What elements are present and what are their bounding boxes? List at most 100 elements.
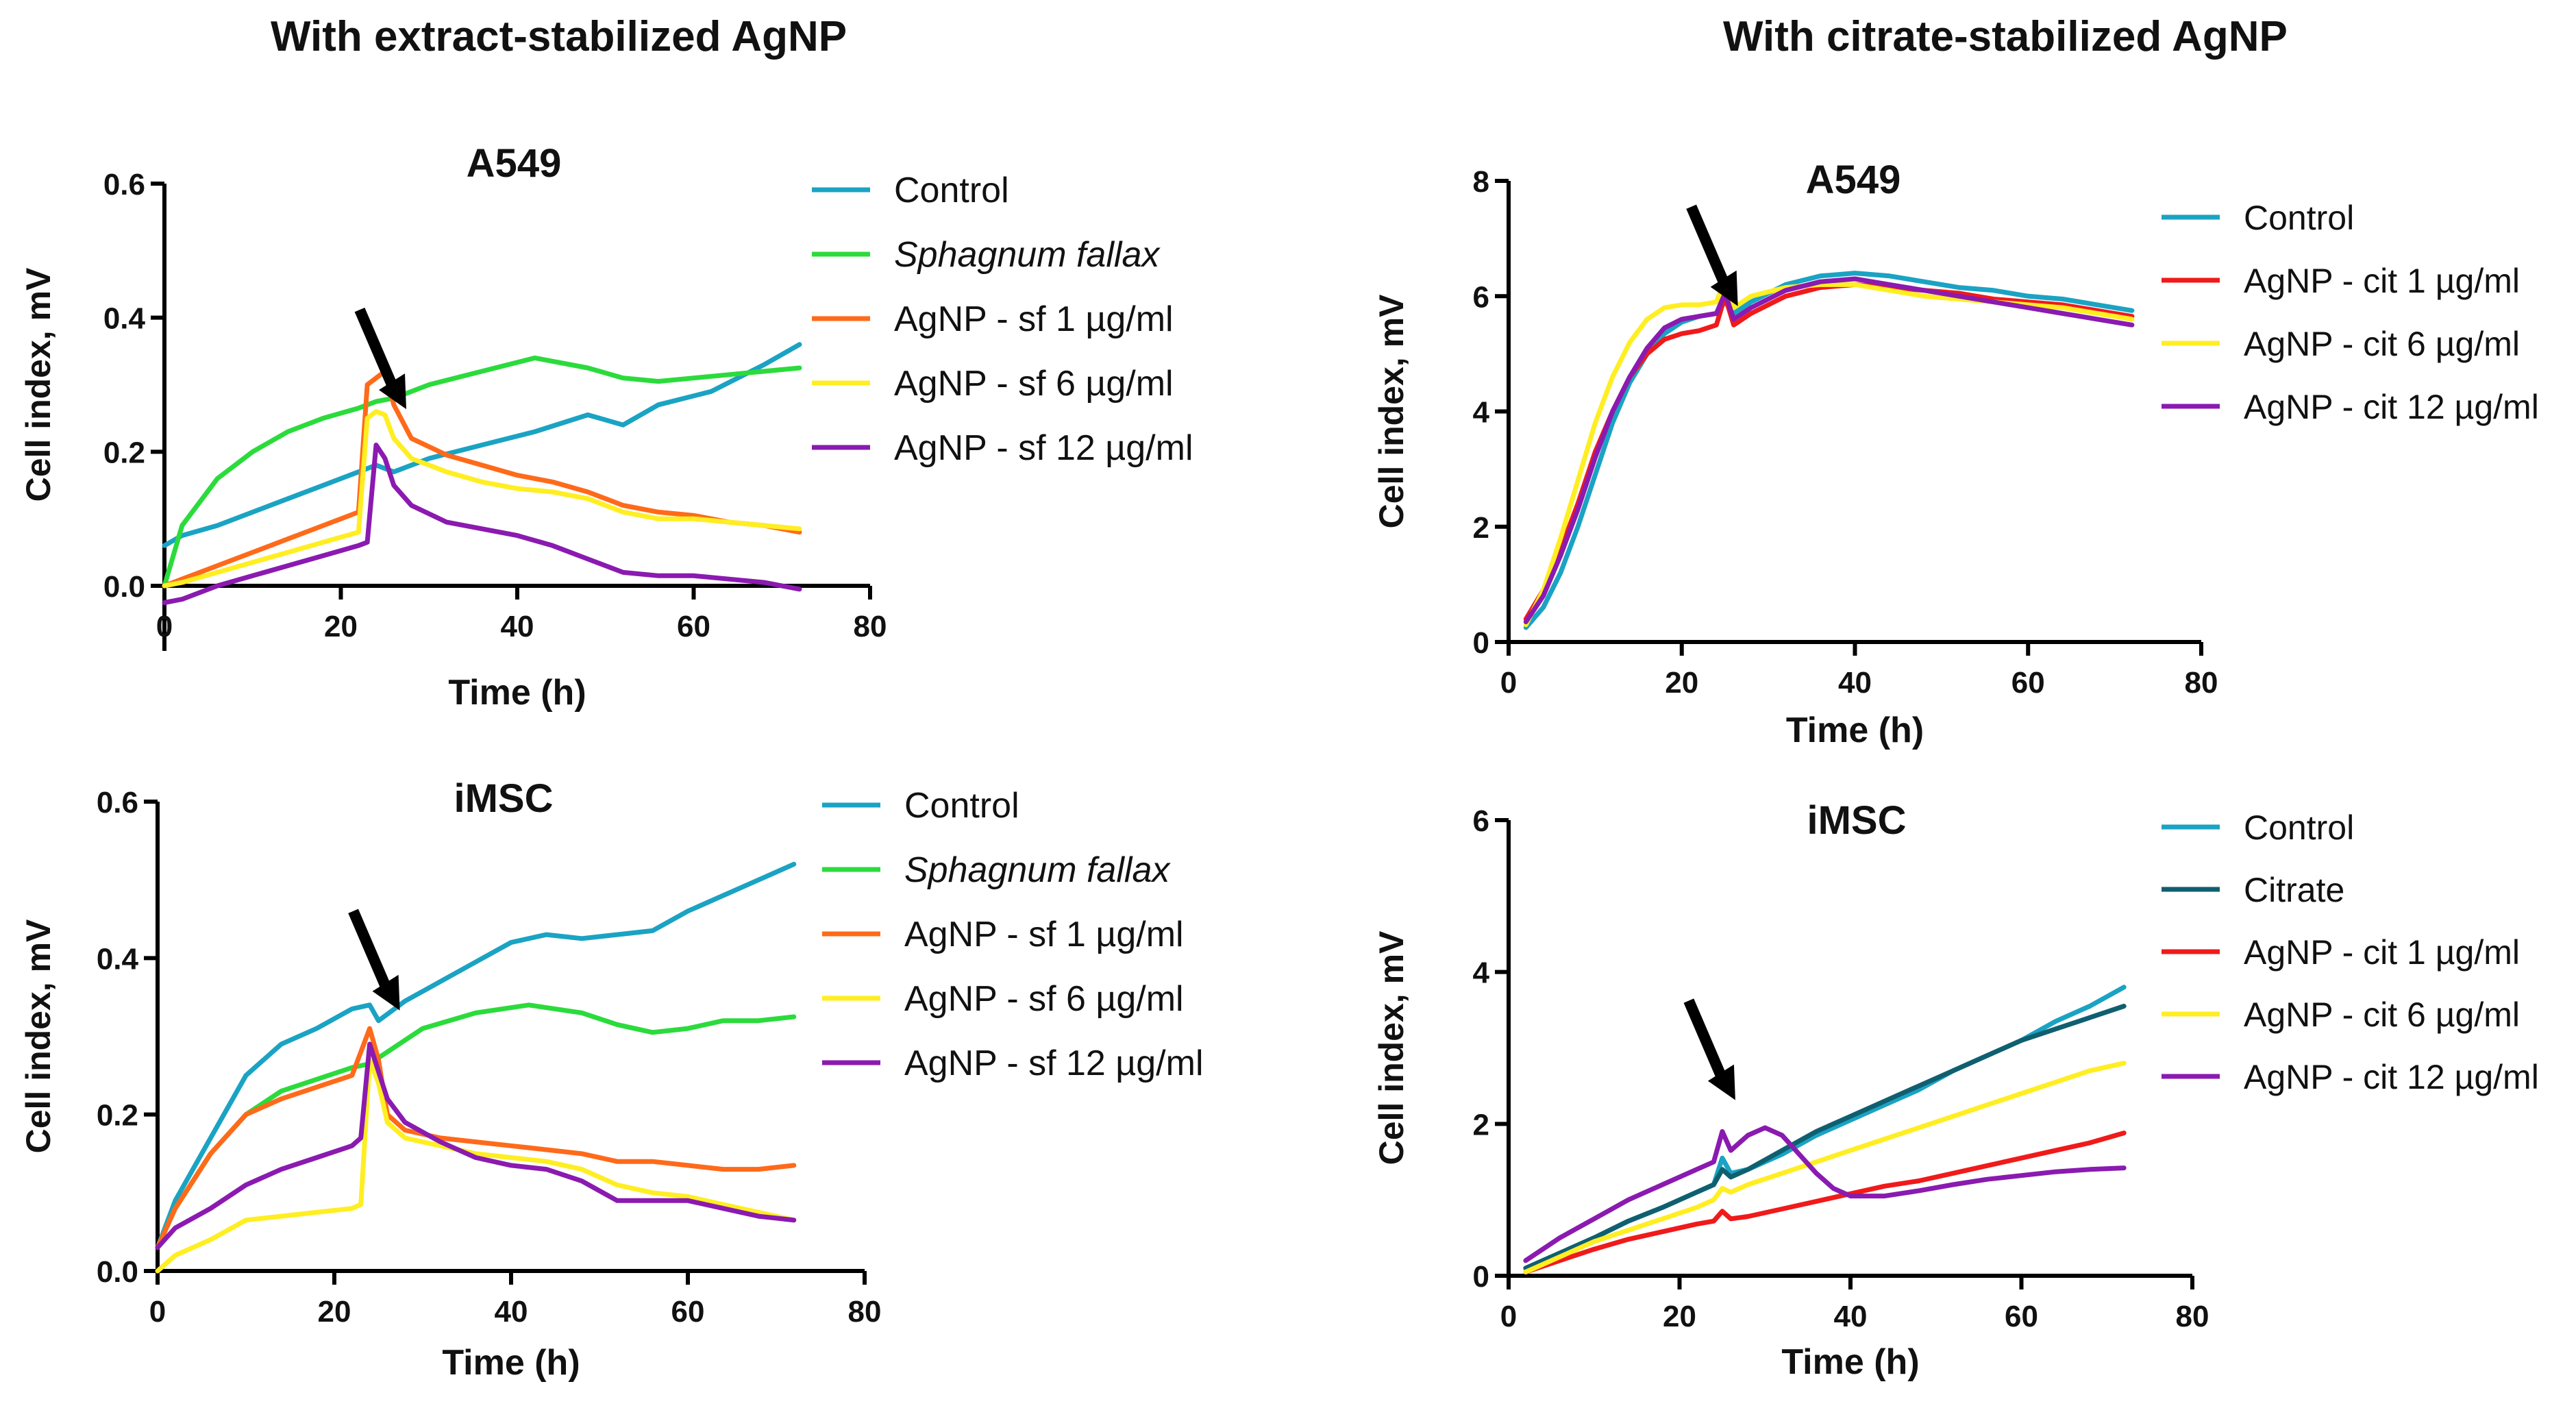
chart-title: iMSC <box>454 776 554 821</box>
x-tick-label: 0 <box>1500 666 1517 700</box>
legend-label: AgNP - cit 1 µg/ml <box>2244 933 2520 972</box>
y-tick-label: 4 <box>1473 956 1490 990</box>
y-tick-label: 0.2 <box>103 436 145 469</box>
y-tick-label: 0.2 <box>97 1099 138 1133</box>
series-line <box>1523 271 2135 630</box>
chart-panel-1: 0.0 0.2 0.4 0.6 0 20 40 60 80 Time (h) Cell index,… <box>19 141 1193 713</box>
x-tick-label: 40 <box>495 1295 528 1329</box>
series-line <box>162 369 802 589</box>
series-line <box>1523 276 2135 628</box>
x-tick-label: 0 <box>149 1295 166 1329</box>
series-line <box>155 861 797 1250</box>
legend-label: AgNP - cit 6 µg/ml <box>2244 325 2520 363</box>
series-line <box>155 1041 797 1250</box>
legend: Control Sphagnum fallax AgNP - sf 1 µg/ml A… <box>822 786 1204 1083</box>
y-tick-label: 0 <box>1473 626 1489 660</box>
x-tick-label: 80 <box>2185 666 2218 700</box>
x-tick-label: 20 <box>318 1295 351 1329</box>
legend-label: AgNP - sf 12 µg/ml <box>894 428 1193 468</box>
legend-label: AgNP - sf 6 µg/ml <box>894 364 1174 404</box>
legend-label: AgNP - cit 12 µg/ml <box>2244 1058 2539 1096</box>
arrow-shaft <box>348 909 394 996</box>
y-tick-label: 0 <box>1473 1260 1489 1294</box>
y-tick-label: 0.4 <box>103 302 146 336</box>
x-tick-label: 20 <box>1663 1300 1696 1333</box>
legend-label: Control <box>894 171 1009 210</box>
legend-label: AgNP - cit 6 µg/ml <box>2244 996 2520 1034</box>
legend-label: AgNP - cit 1 µg/ml <box>2244 262 2520 300</box>
y-axis-title: Cell index, mV <box>1372 294 1411 528</box>
arrow-shaft <box>1683 998 1730 1086</box>
x-tick-label: 40 <box>1834 1300 1868 1333</box>
series-line <box>1523 1061 2127 1274</box>
y-tick-label: 0.0 <box>97 1255 138 1289</box>
x-axis-title: Time (h) <box>442 1343 580 1383</box>
chart-title: A549 <box>467 141 562 186</box>
x-tick-label: 60 <box>677 610 710 643</box>
x-tick-label: 80 <box>848 1295 882 1329</box>
legend-label: AgNP - sf 12 µg/ml <box>904 1043 1204 1083</box>
arrow-head <box>1710 270 1738 306</box>
x-tick-label: 20 <box>1665 666 1698 700</box>
x-tick-label: 40 <box>1838 666 1872 700</box>
series-line <box>1523 1131 2127 1274</box>
y-tick-label: 8 <box>1473 165 1489 199</box>
x-tick-label: 80 <box>854 610 887 643</box>
arrow-head <box>372 974 400 1011</box>
series-line <box>155 1026 797 1250</box>
arrow-shaft <box>354 307 401 395</box>
series-line <box>1523 282 2135 621</box>
x-tick-label: 80 <box>2176 1300 2209 1333</box>
series-line <box>1523 276 2135 625</box>
left-column-title: With extract-stabilized AgNP <box>271 13 847 60</box>
y-tick-label: 6 <box>1473 804 1489 838</box>
chart-panel-2: 0.0 0.2 0.4 0.6 0 20 40 60 80 Time (h) Cell index,… <box>19 776 1204 1383</box>
right-column-title: With citrate-stabilized AgNP <box>1723 13 2288 60</box>
x-axis-title: Time (h) <box>1781 1342 1919 1382</box>
x-tick-label: 60 <box>671 1295 705 1329</box>
arrow-shaft <box>1686 204 1733 292</box>
series-line <box>155 1057 797 1274</box>
y-tick-label: 4 <box>1473 396 1490 430</box>
addition-arrow-icon <box>348 909 400 1011</box>
x-tick-label: 40 <box>501 610 534 643</box>
legend-label: Control <box>2244 199 2354 237</box>
y-tick-label: 0.4 <box>97 942 139 976</box>
series-line <box>155 1002 797 1250</box>
y-tick-label: 0.6 <box>97 786 138 819</box>
legend: Control AgNP - cit 1 µg/ml AgNP - cit 6 µg… <box>2162 199 2539 426</box>
series-line <box>162 342 802 548</box>
legend-label: AgNP - cit 12 µg/ml <box>2244 388 2539 426</box>
y-axis-title: Cell index, mV <box>19 919 58 1153</box>
x-tick-label: 0 <box>1500 1300 1517 1333</box>
legend-label: Control <box>904 786 1019 826</box>
addition-arrow-icon <box>1686 204 1738 306</box>
chart-title: iMSC <box>1807 798 1907 843</box>
legend-label: Control <box>2244 808 2354 847</box>
legend-label: AgNP - sf 6 µg/ml <box>904 979 1184 1019</box>
x-axis-title: Time (h) <box>1786 711 1924 750</box>
series-line <box>1523 1125 2127 1263</box>
series-line <box>162 409 802 589</box>
x-tick-label: 0 <box>156 610 173 643</box>
series-line <box>162 443 802 605</box>
arrow-head <box>379 373 406 410</box>
series-line <box>162 355 802 589</box>
y-tick-label: 2 <box>1473 511 1489 545</box>
legend-label: Sphagnum fallax <box>894 235 1161 275</box>
y-tick-label: 6 <box>1473 280 1489 314</box>
x-axis-title: Time (h) <box>448 673 586 713</box>
series-line <box>1523 1004 2127 1271</box>
y-axis-title: Cell index, mV <box>1372 930 1411 1165</box>
legend-label: AgNP - sf 1 µg/ml <box>904 915 1184 954</box>
legend: Control Citrate AgNP - cit 1 µg/ml AgNP - c… <box>2162 808 2539 1096</box>
y-tick-label: 0.6 <box>103 168 145 201</box>
y-tick-label: 0.0 <box>103 570 145 604</box>
x-tick-label: 60 <box>2011 666 2045 700</box>
arrow-head <box>1707 1064 1735 1100</box>
addition-arrow-icon <box>354 307 406 410</box>
y-axis-title: Cell index, mV <box>19 267 58 502</box>
